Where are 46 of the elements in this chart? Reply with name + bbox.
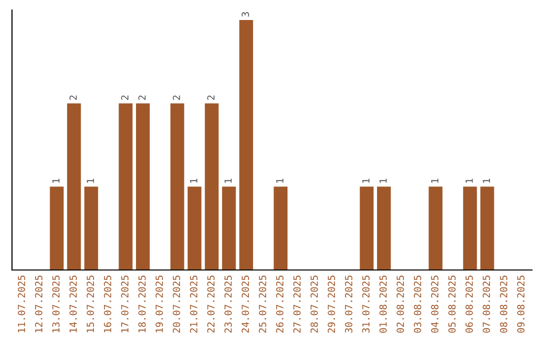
x-tick-label: 13.07.2025 xyxy=(52,276,60,332)
x-tick-label: 15.07.2025 xyxy=(86,276,94,332)
x-tick-label: 29.07.2025 xyxy=(328,276,336,333)
x-tick-label: 06.08.2025 xyxy=(466,276,473,333)
x-tick-label: 30.07.2025 xyxy=(344,276,352,333)
x-tick-label: 25.07.2025 xyxy=(258,276,266,333)
data-label: 1 xyxy=(380,178,387,183)
x-tick-label: 18.07.2025 xyxy=(138,276,146,332)
data-label: 1 xyxy=(466,178,473,183)
data-label: 1 xyxy=(482,178,490,183)
data-label: 1 xyxy=(362,178,370,183)
x-tick-label: 19.07.2025 xyxy=(156,276,163,332)
x-tick-label: 23.07.2025 xyxy=(224,276,232,333)
x-tick-label: 05.08.2025 xyxy=(448,276,456,333)
x-tick-label: 09.08.2025 xyxy=(517,276,525,333)
x-tick-label: 24.07.2025 xyxy=(242,276,250,333)
x-tick-label: 07.08.2025 xyxy=(482,276,490,333)
x-tick-label: 31.07.2025 xyxy=(362,276,370,333)
x-tick-label: 21.07.2025 xyxy=(190,276,198,333)
data-label: 1 xyxy=(86,178,94,183)
x-tick-label: 26.07.2025 xyxy=(276,276,284,333)
x-tick-label: 11.07.2025 xyxy=(18,276,26,332)
data-label: 2 xyxy=(172,96,180,100)
data-label: 1 xyxy=(52,178,60,183)
x-tick-label: 03.08.2025 xyxy=(414,276,422,333)
data-label: 2 xyxy=(69,96,77,100)
data-label: 1 xyxy=(190,178,198,183)
data-label: 2 xyxy=(121,96,128,100)
x-tick-label: 02.08.2025 xyxy=(396,276,404,333)
x-tick-label: 28.07.2025 xyxy=(310,276,318,333)
x-tick-label: 27.07.2025 xyxy=(293,276,301,333)
x-tick-label: 20.07.2025 xyxy=(172,276,180,333)
x-tick-label: 22.07.2025 xyxy=(207,276,215,333)
x-tick-label: 14.07.2025 xyxy=(69,276,77,332)
x-tick-label: 17.07.2025 xyxy=(121,276,128,332)
x-tick-label: 16.07.2025 xyxy=(104,276,112,332)
data-label: 2 xyxy=(207,96,214,100)
data-label: 1 xyxy=(276,178,284,183)
x-tick-label: 12.07.2025 xyxy=(35,276,42,332)
x-tick-label: 01.08.2025 xyxy=(379,276,387,333)
data-label: 1 xyxy=(224,178,232,183)
x-tick-label: 08.08.2025 xyxy=(500,276,508,333)
data-label: 3 xyxy=(242,12,250,17)
x-tick-label: 04.08.2025 xyxy=(431,276,438,333)
data-label: 2 xyxy=(138,96,146,100)
data-label: 1 xyxy=(431,178,438,183)
